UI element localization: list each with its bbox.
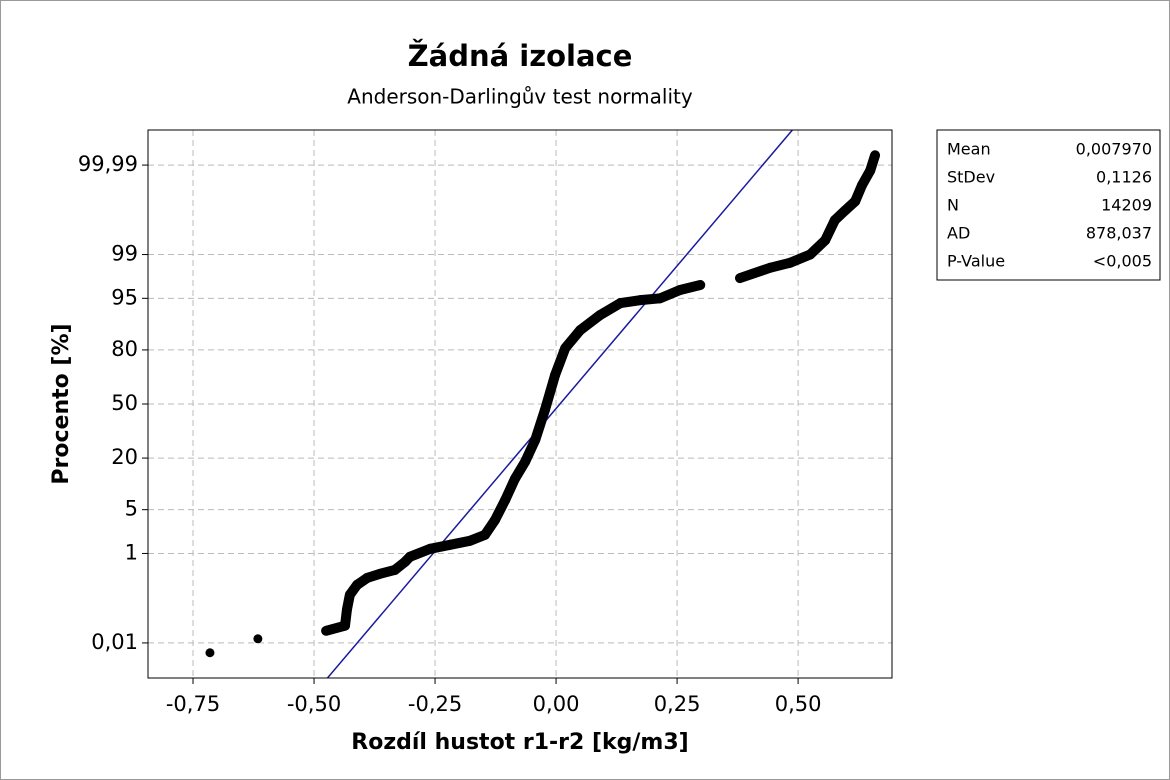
x-tick-label: 0,25: [654, 692, 701, 716]
data-point: [520, 457, 530, 467]
stat-name: P-Value: [947, 252, 1005, 271]
data-point: [405, 552, 415, 562]
y-tick-label: 80: [111, 337, 138, 361]
stat-value: 0,007970: [1076, 140, 1152, 159]
y-tick-label: 5: [125, 497, 138, 521]
y-tick-label: 99: [111, 242, 138, 266]
data-point: [870, 150, 880, 160]
plot-border: [147, 129, 893, 679]
data-point: [560, 343, 570, 353]
stat-name: N: [947, 196, 959, 215]
data-point: [830, 215, 840, 225]
data-point: [550, 370, 560, 380]
x-tick-label: -0,25: [408, 692, 462, 716]
data-point: [735, 273, 745, 283]
stat-value: 14209: [1101, 196, 1152, 215]
chart-subtitle: Anderson-Darlingův test normality: [347, 85, 693, 109]
stats-box: [936, 129, 1161, 281]
data-point: [840, 206, 850, 216]
data-point: [765, 263, 775, 273]
data-point: [321, 626, 331, 636]
data-point: [805, 250, 815, 260]
data-point: [510, 474, 520, 484]
y-tick-label: 99,99: [78, 152, 138, 176]
data-point: [695, 280, 705, 290]
data-point: [425, 544, 435, 554]
data-point: [865, 166, 875, 176]
plot-content: [205, 130, 881, 678]
data-point: [362, 573, 372, 583]
data-point: [595, 310, 605, 320]
data-point: [850, 196, 860, 206]
x-tick-label: 0,00: [533, 692, 580, 716]
data-point: [205, 648, 215, 658]
x-tick-label: 0,50: [775, 692, 822, 716]
data-point: [675, 285, 685, 295]
x-tick-label: -0,50: [287, 692, 341, 716]
data-point: [345, 590, 355, 600]
fit-line: [326, 130, 793, 678]
data-point: [375, 569, 385, 579]
data-point: [500, 495, 510, 505]
stat-value: 0,1126: [1096, 168, 1152, 187]
data-point: [390, 565, 400, 575]
data-point: [635, 295, 645, 305]
stat-value: <0,005: [1093, 252, 1152, 271]
data-point: [352, 580, 362, 590]
data-point: [465, 536, 475, 546]
data-point: [540, 405, 550, 415]
stat-value: 878,037: [1086, 224, 1152, 243]
y-tick-label: 20: [111, 445, 138, 469]
data-point: [480, 530, 490, 540]
stat-name: AD: [947, 224, 970, 243]
point-band: [530, 404, 550, 445]
y-tick-label: 0,01: [91, 630, 138, 654]
y-tick-label: 95: [111, 285, 138, 309]
data-point: [857, 180, 867, 190]
x-tick-label: -0,75: [166, 692, 220, 716]
data-point: [342, 605, 352, 615]
data-point: [445, 540, 455, 550]
data-point: [615, 298, 625, 308]
y-axis-label: Procento [%]: [49, 323, 74, 484]
y-tick-label: 1: [125, 540, 138, 564]
data-point: [655, 293, 665, 303]
data-point: [253, 634, 263, 644]
stat-name: StDev: [947, 168, 995, 187]
data-point: [820, 235, 830, 245]
data-point: [530, 435, 540, 445]
data-point: [490, 515, 500, 525]
data-point: [575, 325, 585, 335]
y-tick-label: 50: [111, 391, 138, 415]
point-band: [735, 262, 776, 284]
stat-name: Mean: [947, 140, 991, 159]
data-point: [340, 621, 350, 631]
chart-title: Žádná izolace: [408, 39, 633, 73]
data-point: [785, 258, 795, 268]
point-band: [539, 370, 561, 415]
x-axis-label: Rozdíl hustot r1-r2 [kg/m3]: [351, 730, 688, 755]
